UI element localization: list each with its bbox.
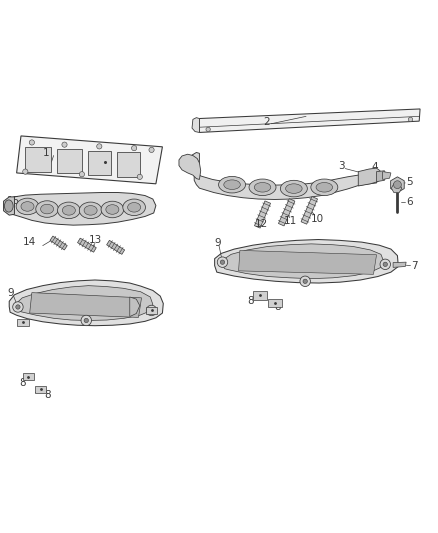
Polygon shape	[383, 172, 391, 180]
Polygon shape	[215, 239, 398, 283]
Ellipse shape	[16, 198, 39, 215]
Polygon shape	[17, 286, 153, 320]
Polygon shape	[4, 197, 14, 215]
Polygon shape	[57, 149, 82, 173]
Ellipse shape	[4, 200, 13, 212]
Polygon shape	[8, 192, 156, 225]
Polygon shape	[391, 184, 402, 193]
Text: 13: 13	[88, 236, 102, 245]
Ellipse shape	[316, 182, 332, 192]
Text: 8: 8	[19, 378, 25, 388]
Text: 5: 5	[406, 176, 413, 187]
Text: 10: 10	[311, 214, 324, 224]
Circle shape	[408, 117, 413, 122]
Polygon shape	[199, 109, 420, 133]
Ellipse shape	[311, 179, 338, 196]
Polygon shape	[391, 177, 404, 192]
Circle shape	[146, 305, 157, 316]
Text: 11: 11	[284, 216, 297, 226]
Circle shape	[383, 262, 388, 266]
Polygon shape	[191, 152, 378, 199]
Polygon shape	[301, 197, 318, 224]
Polygon shape	[223, 244, 384, 279]
Ellipse shape	[219, 176, 246, 193]
Polygon shape	[377, 171, 387, 182]
Circle shape	[393, 181, 401, 189]
Text: 3: 3	[339, 161, 345, 172]
Polygon shape	[106, 240, 125, 254]
Circle shape	[81, 315, 92, 326]
Text: 8: 8	[275, 302, 281, 312]
Text: 1: 1	[43, 148, 49, 158]
Circle shape	[300, 276, 311, 287]
Text: 14: 14	[23, 237, 36, 247]
Text: 8: 8	[44, 390, 50, 400]
Ellipse shape	[249, 179, 276, 196]
Circle shape	[303, 279, 307, 284]
Ellipse shape	[280, 180, 307, 197]
Text: 4: 4	[371, 162, 378, 172]
Polygon shape	[23, 373, 34, 380]
Text: 7: 7	[411, 261, 417, 271]
Circle shape	[149, 147, 154, 152]
Circle shape	[149, 308, 154, 313]
Polygon shape	[35, 386, 46, 393]
Polygon shape	[130, 297, 140, 317]
Text: 8: 8	[247, 296, 254, 306]
Polygon shape	[88, 151, 111, 175]
Circle shape	[380, 259, 391, 270]
Text: 6: 6	[406, 197, 413, 207]
Ellipse shape	[286, 184, 302, 193]
Polygon shape	[192, 118, 199, 133]
Circle shape	[16, 305, 20, 309]
Circle shape	[62, 142, 67, 147]
Circle shape	[206, 127, 210, 132]
Ellipse shape	[84, 206, 97, 215]
Polygon shape	[18, 319, 29, 326]
Ellipse shape	[21, 201, 34, 211]
Text: 15: 15	[7, 196, 20, 206]
Ellipse shape	[57, 202, 80, 219]
Circle shape	[23, 169, 28, 174]
Ellipse shape	[79, 202, 102, 219]
Text: 2: 2	[264, 117, 270, 126]
Circle shape	[131, 146, 137, 151]
Polygon shape	[253, 291, 267, 300]
Circle shape	[97, 144, 102, 149]
Polygon shape	[117, 152, 140, 177]
Polygon shape	[9, 280, 163, 326]
Circle shape	[84, 318, 88, 322]
Ellipse shape	[123, 199, 145, 215]
Polygon shape	[50, 236, 67, 250]
Ellipse shape	[127, 203, 141, 212]
Circle shape	[137, 174, 142, 180]
Circle shape	[79, 172, 85, 177]
Polygon shape	[17, 136, 162, 184]
Circle shape	[13, 302, 23, 312]
Ellipse shape	[101, 201, 124, 218]
Polygon shape	[146, 307, 157, 314]
Ellipse shape	[106, 205, 119, 214]
Polygon shape	[30, 293, 141, 318]
Polygon shape	[268, 298, 282, 308]
Polygon shape	[25, 147, 51, 172]
Circle shape	[29, 140, 35, 145]
Polygon shape	[393, 262, 406, 268]
Text: 12: 12	[255, 219, 268, 229]
Ellipse shape	[41, 204, 53, 214]
Ellipse shape	[36, 201, 58, 217]
Polygon shape	[358, 168, 381, 186]
Polygon shape	[254, 201, 271, 228]
Ellipse shape	[254, 182, 271, 192]
Polygon shape	[279, 199, 295, 226]
Ellipse shape	[224, 180, 240, 189]
Circle shape	[217, 257, 228, 268]
Ellipse shape	[62, 206, 75, 215]
Polygon shape	[239, 251, 377, 274]
Polygon shape	[78, 238, 96, 252]
Text: 9: 9	[7, 288, 14, 298]
Circle shape	[220, 260, 225, 264]
Text: 9: 9	[214, 238, 221, 247]
Polygon shape	[179, 154, 201, 180]
